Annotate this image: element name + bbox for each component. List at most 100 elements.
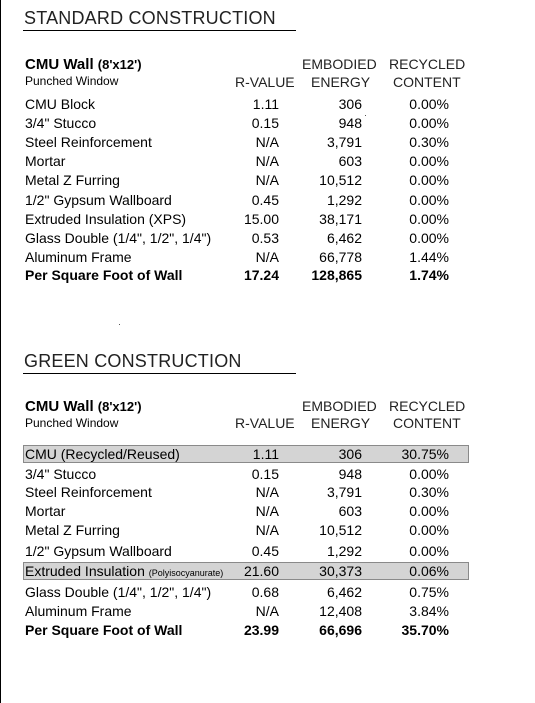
- total-recycled-content: 35.70%: [401, 622, 449, 638]
- section-title: STANDARD CONSTRUCTION: [24, 8, 276, 28]
- r-value: 21.60: [243, 563, 279, 579]
- table-row: Mortar N/A 603 0.00%: [0, 503, 535, 521]
- material-name: 3/4" Stucco: [25, 115, 97, 131]
- recycled-content: 0.00%: [409, 466, 449, 482]
- title-underline: [23, 30, 296, 31]
- highlight-band: [23, 562, 469, 580]
- material-name-note: (Polyisocyanurate): [148, 568, 224, 578]
- embodied-energy: 306: [338, 446, 362, 462]
- material-name: 3/4" Stucco: [25, 466, 97, 482]
- material-name: CMU Block: [25, 96, 96, 112]
- table-row: Metal Z Furring N/A 10,512 0.00%: [0, 522, 535, 540]
- table-row: 1/2" Gypsum Wallboard 0.45 1,292 0.00%: [0, 543, 535, 561]
- material-name: Metal Z Furring: [25, 172, 120, 188]
- material-name: Mortar: [25, 503, 66, 519]
- material-name: Metal Z Furring: [25, 522, 120, 538]
- embodied-energy: 603: [338, 503, 362, 519]
- total-embodied-energy: 66,696: [319, 622, 362, 638]
- material-name: 1/2" Gypsum Wallboard: [25, 543, 172, 559]
- r-value: N/A: [255, 249, 279, 265]
- material-name: Steel Reinforcement: [25, 484, 152, 500]
- material-name: Extruded Insulation (XPS): [25, 211, 187, 227]
- title-underline: [23, 373, 296, 374]
- page-left-border: [0, 0, 1, 703]
- material-name: Aluminum Frame: [25, 249, 132, 265]
- total-row: Per Square Foot of Wall 17.24 128,865 1.…: [0, 267, 535, 285]
- table-row: Steel Reinforcement N/A 3,791 0.30%: [0, 484, 535, 502]
- table-row: Aluminum Frame N/A 66,778 1.44%: [0, 249, 535, 267]
- embodied-energy: 66,778: [319, 249, 362, 265]
- embodied-energy: 3,791: [326, 134, 362, 150]
- r-value: N/A: [255, 134, 279, 150]
- embodied-energy: 12,408: [319, 603, 362, 619]
- material-name: Extruded Insulation (Polyisocyanurate): [25, 563, 223, 579]
- embodied-energy: 1,292: [326, 543, 362, 559]
- r-value: N/A: [255, 484, 279, 500]
- total-r-value: 23.99: [243, 622, 279, 638]
- table-row: Metal Z Furring N/A 10,512 0.00%: [0, 172, 535, 190]
- wall-subtitle: Punched Window: [25, 74, 119, 88]
- r-value: 0.68: [251, 584, 279, 600]
- recycled-content: 0.00%: [409, 230, 449, 246]
- header-r-value: R-VALUE: [235, 415, 295, 431]
- material-name: Mortar: [25, 153, 66, 169]
- embodied-energy: 6,462: [326, 584, 362, 600]
- embodied-energy: 10,512: [319, 172, 362, 188]
- header-r-value: R-VALUE: [235, 74, 295, 90]
- embodied-energy: 1,292: [326, 192, 362, 208]
- table-row: Glass Double (1/4", 1/2", 1/4") 0.68 6,4…: [0, 584, 535, 602]
- recycled-content: 0.00%: [409, 503, 449, 519]
- material-name: Glass Double (1/4", 1/2", 1/4"): [25, 230, 212, 246]
- total-label: Per Square Foot of Wall: [25, 622, 183, 638]
- r-value: 1.11: [252, 96, 279, 112]
- table-row: Glass Double (1/4", 1/2", 1/4") 0.53 6,4…: [0, 230, 535, 248]
- wall-title-text: CMU Wall: [25, 56, 94, 73]
- r-value: N/A: [255, 172, 279, 188]
- embodied-energy: 6,462: [326, 230, 362, 246]
- material-name: Aluminum Frame: [25, 603, 132, 619]
- total-label: Per Square Foot of Wall: [25, 267, 183, 283]
- table-row-highlighted: CMU (Recycled/Reused) 1.11 306 30.75%: [0, 446, 535, 464]
- recycled-content: 0.00%: [409, 153, 449, 169]
- r-value: N/A: [255, 153, 279, 169]
- wall-dims: (8'x12'): [97, 399, 142, 414]
- stray-dot: [365, 115, 366, 116]
- recycled-content: 0.30%: [409, 484, 449, 500]
- material-name: CMU (Recycled/Reused): [25, 446, 180, 462]
- r-value: 1.11: [252, 446, 279, 462]
- wall-subtitle: Punched Window: [25, 416, 119, 430]
- table-row: Extruded Insulation (XPS) 15.00 38,171 0…: [0, 211, 535, 229]
- table-row: Steel Reinforcement N/A 3,791 0.30%: [0, 134, 535, 152]
- highlight-band: [23, 445, 469, 463]
- material-name: Glass Double (1/4", 1/2", 1/4"): [25, 584, 212, 600]
- section-title: GREEN CONSTRUCTION: [24, 351, 242, 371]
- embodied-energy: 30,373: [319, 563, 362, 579]
- embodied-energy: 948: [338, 115, 362, 131]
- r-value: N/A: [255, 503, 279, 519]
- embodied-energy: 948: [338, 466, 362, 482]
- recycled-content: 0.00%: [409, 115, 449, 131]
- header-recycled: RECYCLED: [389, 56, 466, 72]
- recycled-content: 0.00%: [409, 192, 449, 208]
- header-energy: ENERGY: [311, 74, 371, 90]
- embodied-energy: 603: [338, 153, 362, 169]
- recycled-content: 0.00%: [409, 522, 449, 538]
- total-recycled-content: 1.74%: [409, 267, 449, 283]
- r-value: 15.00: [243, 211, 279, 227]
- total-row: Per Square Foot of Wall 23.99 66,696 35.…: [0, 622, 535, 640]
- table-row: Aluminum Frame N/A 12,408 3.84%: [0, 603, 535, 621]
- r-value: 0.15: [251, 466, 279, 482]
- wall-dims: (8'x12'): [97, 57, 142, 72]
- material-name-main: Extruded Insulation: [25, 563, 145, 579]
- material-name: 1/2" Gypsum Wallboard: [25, 192, 172, 208]
- recycled-content: 30.75%: [401, 446, 449, 462]
- stray-dot: [119, 324, 120, 325]
- r-value: 0.45: [251, 543, 279, 559]
- recycled-content: 0.00%: [409, 96, 449, 112]
- recycled-content: 0.00%: [409, 543, 449, 559]
- embodied-energy: 10,512: [319, 522, 362, 538]
- table-row-highlighted: Extruded Insulation (Polyisocyanurate) 2…: [0, 563, 535, 581]
- total-embodied-energy: 128,865: [311, 267, 362, 283]
- recycled-content: 0.75%: [409, 584, 449, 600]
- r-value: N/A: [255, 603, 279, 619]
